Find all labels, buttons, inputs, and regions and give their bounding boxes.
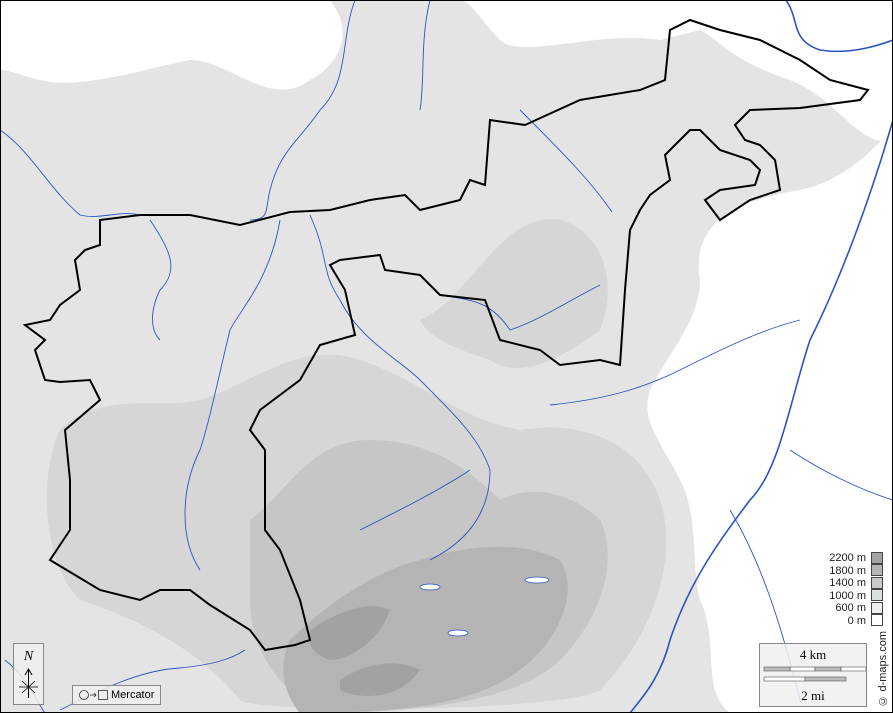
legend-label: 2200 m (829, 552, 866, 565)
river (439, 284, 601, 331)
legend-swatch (871, 551, 883, 564)
river (249, 0, 356, 221)
legend-label: 1400 m (829, 577, 866, 590)
river (359, 469, 471, 531)
terrain-2200 (308, 606, 420, 696)
projection-label: Mercator (72, 685, 162, 705)
north-arrow-icon (19, 668, 38, 698)
borders (22, 18, 870, 652)
legend-swatch (871, 614, 883, 627)
river (789, 449, 893, 501)
river (149, 219, 172, 341)
terrain-1800 (283, 546, 568, 713)
river (519, 109, 613, 213)
legend-label: 600 m (835, 602, 866, 615)
legend-item: 1400 m (763, 576, 883, 590)
river (0, 129, 141, 217)
legend-swatch (871, 564, 883, 577)
scale-bars (763, 666, 866, 682)
river (309, 214, 491, 561)
lowland-east (647, 130, 893, 713)
legend-item: 600 m (763, 601, 883, 615)
legend-label: 0 m (847, 614, 866, 627)
compass: N (13, 643, 44, 705)
legend-item: 2200 m (763, 551, 883, 565)
legend-item: 1800 m (763, 564, 883, 578)
lowland-northwest (0, 0, 343, 90)
river (785, 0, 893, 53)
terrain-1000 (420, 219, 608, 369)
lake (419, 583, 441, 591)
border (22, 18, 870, 652)
lake (524, 576, 550, 584)
scale-bar: 4 km 2 mi (759, 643, 867, 707)
projection-name: Mercator (111, 689, 155, 701)
legend-swatch (871, 601, 883, 614)
legend-swatch (871, 589, 883, 602)
legend-item: 1000 m (763, 589, 883, 603)
river (184, 219, 281, 571)
circle-to-square-icon (79, 690, 108, 700)
river (419, 0, 431, 111)
scale-mi-label: 2 mi (801, 688, 825, 703)
north-label: N (23, 649, 34, 664)
legend-label: 1800 m (829, 564, 866, 577)
river (549, 319, 801, 406)
copyright: © d-maps.com (877, 631, 889, 707)
lake (447, 629, 469, 637)
elevation-legend: 2200 m 1800 m 1400 m 1000 m 600 m 0 m (763, 551, 883, 628)
river (629, 119, 893, 713)
legend-item: 0 m (763, 614, 883, 628)
scale-km-label: 4 km (799, 647, 827, 662)
legend-label: 1000 m (829, 589, 866, 602)
legend-swatch (871, 576, 883, 589)
